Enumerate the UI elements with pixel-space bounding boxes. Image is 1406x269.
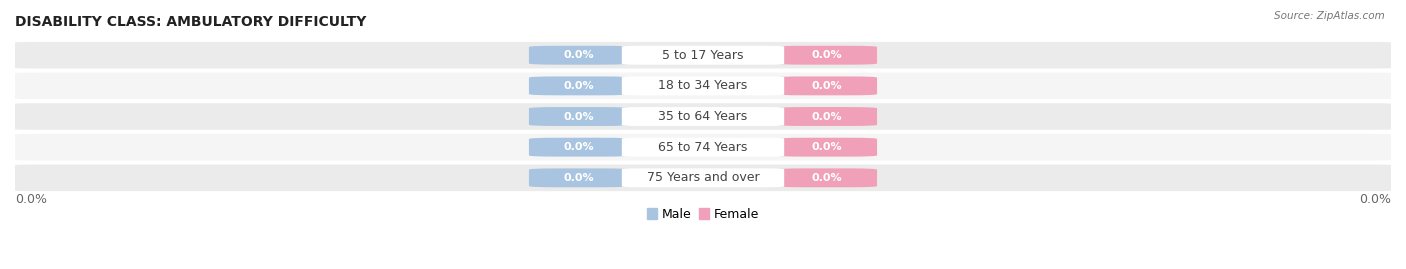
Text: Source: ZipAtlas.com: Source: ZipAtlas.com: [1274, 11, 1385, 21]
Text: 0.0%: 0.0%: [811, 142, 842, 152]
Text: 0.0%: 0.0%: [811, 81, 842, 91]
Text: 0.0%: 0.0%: [564, 112, 595, 122]
FancyBboxPatch shape: [776, 107, 877, 126]
Text: 75 Years and over: 75 Years and over: [647, 171, 759, 184]
Text: 65 to 74 Years: 65 to 74 Years: [658, 141, 748, 154]
FancyBboxPatch shape: [776, 168, 877, 187]
FancyBboxPatch shape: [8, 132, 1398, 162]
Text: DISABILITY CLASS: AMBULATORY DIFFICULTY: DISABILITY CLASS: AMBULATORY DIFFICULTY: [15, 15, 367, 29]
FancyBboxPatch shape: [776, 76, 877, 95]
FancyBboxPatch shape: [621, 138, 785, 157]
Text: 0.0%: 0.0%: [564, 173, 595, 183]
FancyBboxPatch shape: [529, 138, 630, 157]
FancyBboxPatch shape: [8, 163, 1398, 193]
FancyBboxPatch shape: [776, 46, 877, 65]
FancyBboxPatch shape: [621, 76, 785, 95]
Text: 0.0%: 0.0%: [1360, 193, 1391, 206]
FancyBboxPatch shape: [621, 46, 785, 65]
FancyBboxPatch shape: [529, 107, 630, 126]
Legend: Male, Female: Male, Female: [647, 208, 759, 221]
Text: 0.0%: 0.0%: [564, 50, 595, 60]
Text: 5 to 17 Years: 5 to 17 Years: [662, 49, 744, 62]
Text: 0.0%: 0.0%: [15, 193, 46, 206]
Text: 0.0%: 0.0%: [811, 50, 842, 60]
FancyBboxPatch shape: [621, 168, 785, 187]
Text: 35 to 64 Years: 35 to 64 Years: [658, 110, 748, 123]
FancyBboxPatch shape: [8, 40, 1398, 70]
Text: 18 to 34 Years: 18 to 34 Years: [658, 79, 748, 92]
FancyBboxPatch shape: [529, 46, 630, 65]
Text: 0.0%: 0.0%: [564, 142, 595, 152]
FancyBboxPatch shape: [529, 76, 630, 95]
FancyBboxPatch shape: [529, 168, 630, 187]
FancyBboxPatch shape: [621, 107, 785, 126]
FancyBboxPatch shape: [8, 101, 1398, 132]
Text: 0.0%: 0.0%: [564, 81, 595, 91]
Text: 0.0%: 0.0%: [811, 112, 842, 122]
Text: 0.0%: 0.0%: [811, 173, 842, 183]
FancyBboxPatch shape: [776, 138, 877, 157]
FancyBboxPatch shape: [8, 71, 1398, 101]
